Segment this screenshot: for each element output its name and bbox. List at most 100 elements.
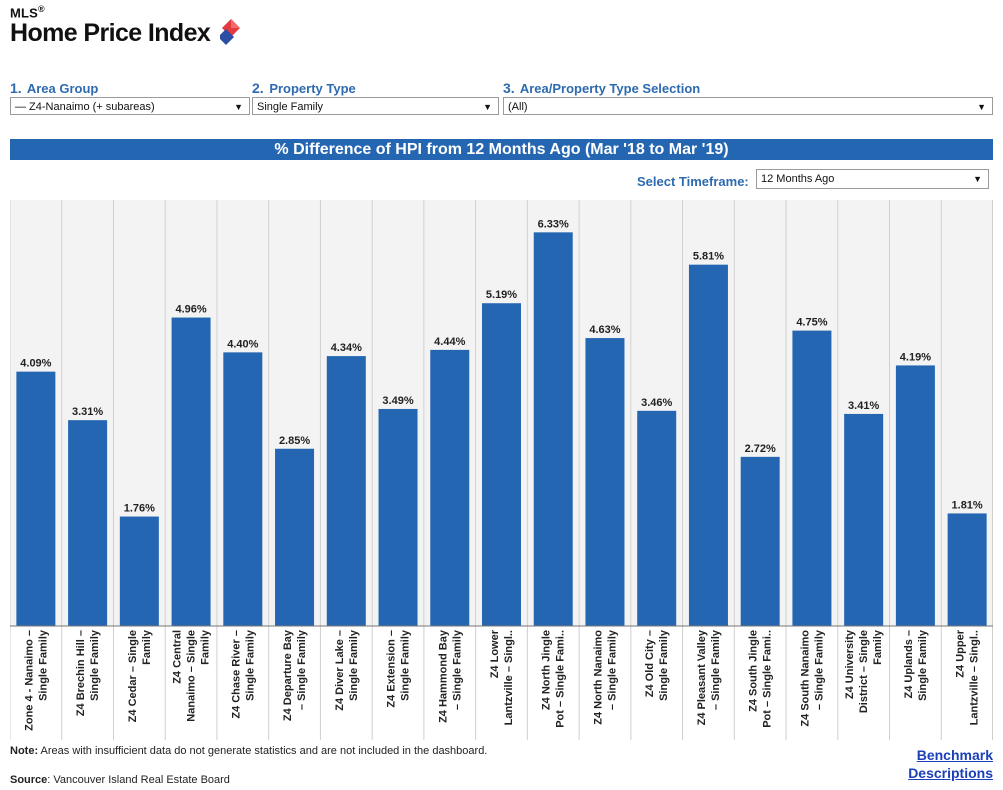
category-label: Zone 4 - Nanaimo – Single Family (23, 629, 49, 731)
category-label-line: Z4 Pleasant Valley (696, 629, 708, 725)
data-label: 4.40% (227, 338, 258, 350)
bar (223, 352, 263, 626)
bar (378, 408, 418, 626)
category-label: Z4 Chase River – Single Family (230, 629, 256, 719)
category-label: Z4 Extension – Single Family (386, 629, 412, 708)
category-label-line: Z4 Cedar – Single (127, 630, 139, 722)
category-label-line: Pot – Single Fami.. (762, 630, 774, 728)
bar (895, 365, 935, 626)
timeframe-dropdown[interactable]: 12 Months Ago ▼ (756, 169, 989, 189)
category-label-line: Z4 North Jingle (541, 630, 553, 710)
category-label-line: Z4 University (844, 629, 856, 699)
category-label-line: Single Family (400, 629, 412, 701)
category-label-line: – Single Family (451, 629, 463, 710)
property-type-filter: 2. Property Type Single Family ▼ (252, 80, 499, 115)
category-label: Z4 North Jingle Pot – Single Fami.. (541, 630, 567, 728)
source-label: Source (10, 774, 48, 786)
timeframe-value: 12 Months Ago (761, 173, 835, 185)
bar (119, 516, 159, 626)
category-label-line: Z4 Lower (489, 629, 501, 678)
category-label-line: Z4 Diver Lake – (334, 630, 346, 711)
category-label-line: Lantzville – Singl.. (503, 630, 515, 725)
category-label: Z4 South Jingle Pot – Single Fami.. (748, 630, 774, 728)
category-label-line: Single Family (37, 629, 49, 701)
category-label-line: Family (872, 629, 884, 665)
property-type-label: Property Type (269, 81, 356, 96)
data-label: 3.41% (848, 400, 879, 412)
category-label-line: Z4 South Nanaimo (799, 630, 811, 727)
data-label: 4.34% (331, 342, 362, 354)
data-label: 2.72% (745, 443, 776, 455)
data-label: 4.44% (434, 336, 465, 348)
bar (533, 232, 573, 626)
category-label-line: Z4 Extension – (386, 630, 398, 708)
area-property-selection-value: (All) (508, 101, 528, 113)
category-label-line: Single Family (244, 629, 256, 701)
category-label: Z4 Central Nanaimo – Single Family (172, 629, 212, 722)
bar (688, 264, 728, 626)
category-label: Z4 Brechin Hill – Single Family (75, 629, 101, 716)
category-label: Z4 Lower Lantzville – Singl.. (489, 629, 515, 725)
data-label: 4.19% (900, 351, 931, 363)
mls-hpi-logo: MLS® Home Price Index (10, 2, 240, 46)
category-label: Z4 Diver Lake – Single Family (334, 629, 360, 711)
category-label: Z4 South Nanaimo – Single Family (799, 629, 825, 726)
category-label: Z4 North Nanaimo – Single Family (592, 629, 618, 725)
bar (585, 338, 625, 626)
bar (16, 371, 56, 626)
property-type-value: Single Family (257, 101, 324, 113)
timeframe-label: Select Timeframe: (637, 174, 749, 189)
category-label-line: – Single Family (813, 629, 825, 710)
logo-diamond-icon (220, 19, 240, 45)
benchmark-descriptions-link[interactable]: Benchmark Descriptions (908, 746, 993, 782)
area-property-selection-dropdown[interactable]: (All) ▼ (503, 97, 993, 115)
category-label-line: Single Family (89, 629, 101, 701)
data-label: 4.75% (796, 317, 827, 329)
category-label-line: Z4 North Nanaimo (592, 630, 604, 725)
chevron-down-icon: ▼ (234, 102, 243, 112)
data-label: 4.09% (20, 358, 51, 370)
category-label-line: Z4 Old City – (644, 630, 656, 697)
property-type-dropdown[interactable]: Single Family ▼ (252, 97, 499, 115)
data-label: 4.63% (589, 324, 620, 336)
filter-number: 3. (503, 80, 515, 96)
note-text: Note: Areas with insufficient data do no… (10, 745, 487, 757)
data-label: 4.96% (175, 304, 206, 316)
category-label-line: Z4 Departure Bay (282, 629, 294, 721)
data-label: 3.31% (72, 406, 103, 418)
category-label-line: Lantzville – Singl.. (969, 630, 981, 725)
category-label: Z4 Upper Lantzville – Singl.. (955, 629, 981, 725)
chevron-down-icon: ▼ (483, 102, 492, 112)
category-label-line: Z4 Chase River – (230, 630, 242, 719)
data-label: 1.81% (952, 499, 983, 511)
area-property-selection-filter: 3. Area/Property Type Selection (All) ▼ (503, 80, 993, 115)
chevron-down-icon: ▼ (977, 102, 986, 112)
category-label: Z4 Hammond Bay – Single Family (437, 629, 463, 723)
category-label-line: Z4 Hammond Bay (437, 629, 449, 723)
data-label: 3.49% (382, 395, 413, 407)
category-label-line: District – Single (858, 630, 870, 713)
category-label: Z4 University District – Single Family (844, 629, 884, 713)
bar (740, 456, 780, 626)
category-label-line: Nanaimo – Single (186, 630, 198, 722)
data-label: 2.85% (279, 435, 310, 447)
category-label-line: Z4 Central (172, 630, 184, 684)
category-label-line: – Single Family (296, 629, 308, 710)
bar (844, 413, 884, 626)
filter-number: 2. (252, 80, 264, 96)
category-label-line: Single Family (348, 629, 360, 701)
source-text: Source: Vancouver Island Real Estate Boa… (10, 774, 230, 786)
area-group-dropdown[interactable]: — Z4-Nanaimo (+ subareas) ▼ (10, 97, 250, 115)
bar (275, 448, 315, 626)
bench-line-2: Descriptions (908, 765, 993, 781)
bar (482, 303, 521, 626)
bar (68, 420, 108, 626)
category-label: Z4 Departure Bay – Single Family (282, 629, 308, 721)
filter-number: 1. (10, 80, 22, 96)
source-body: : Vancouver Island Real Estate Board (47, 774, 230, 786)
category-label-line: – Single Family (606, 629, 618, 710)
category-label: Z4 Pleasant Valley – Single Family (696, 629, 722, 725)
note-body: Areas with insufficient data do not gene… (38, 745, 488, 757)
category-label: Z4 Old City – Single Family (644, 629, 670, 701)
area-group-filter: 1. Area Group — Z4-Nanaimo (+ subareas) ▼ (10, 80, 250, 115)
